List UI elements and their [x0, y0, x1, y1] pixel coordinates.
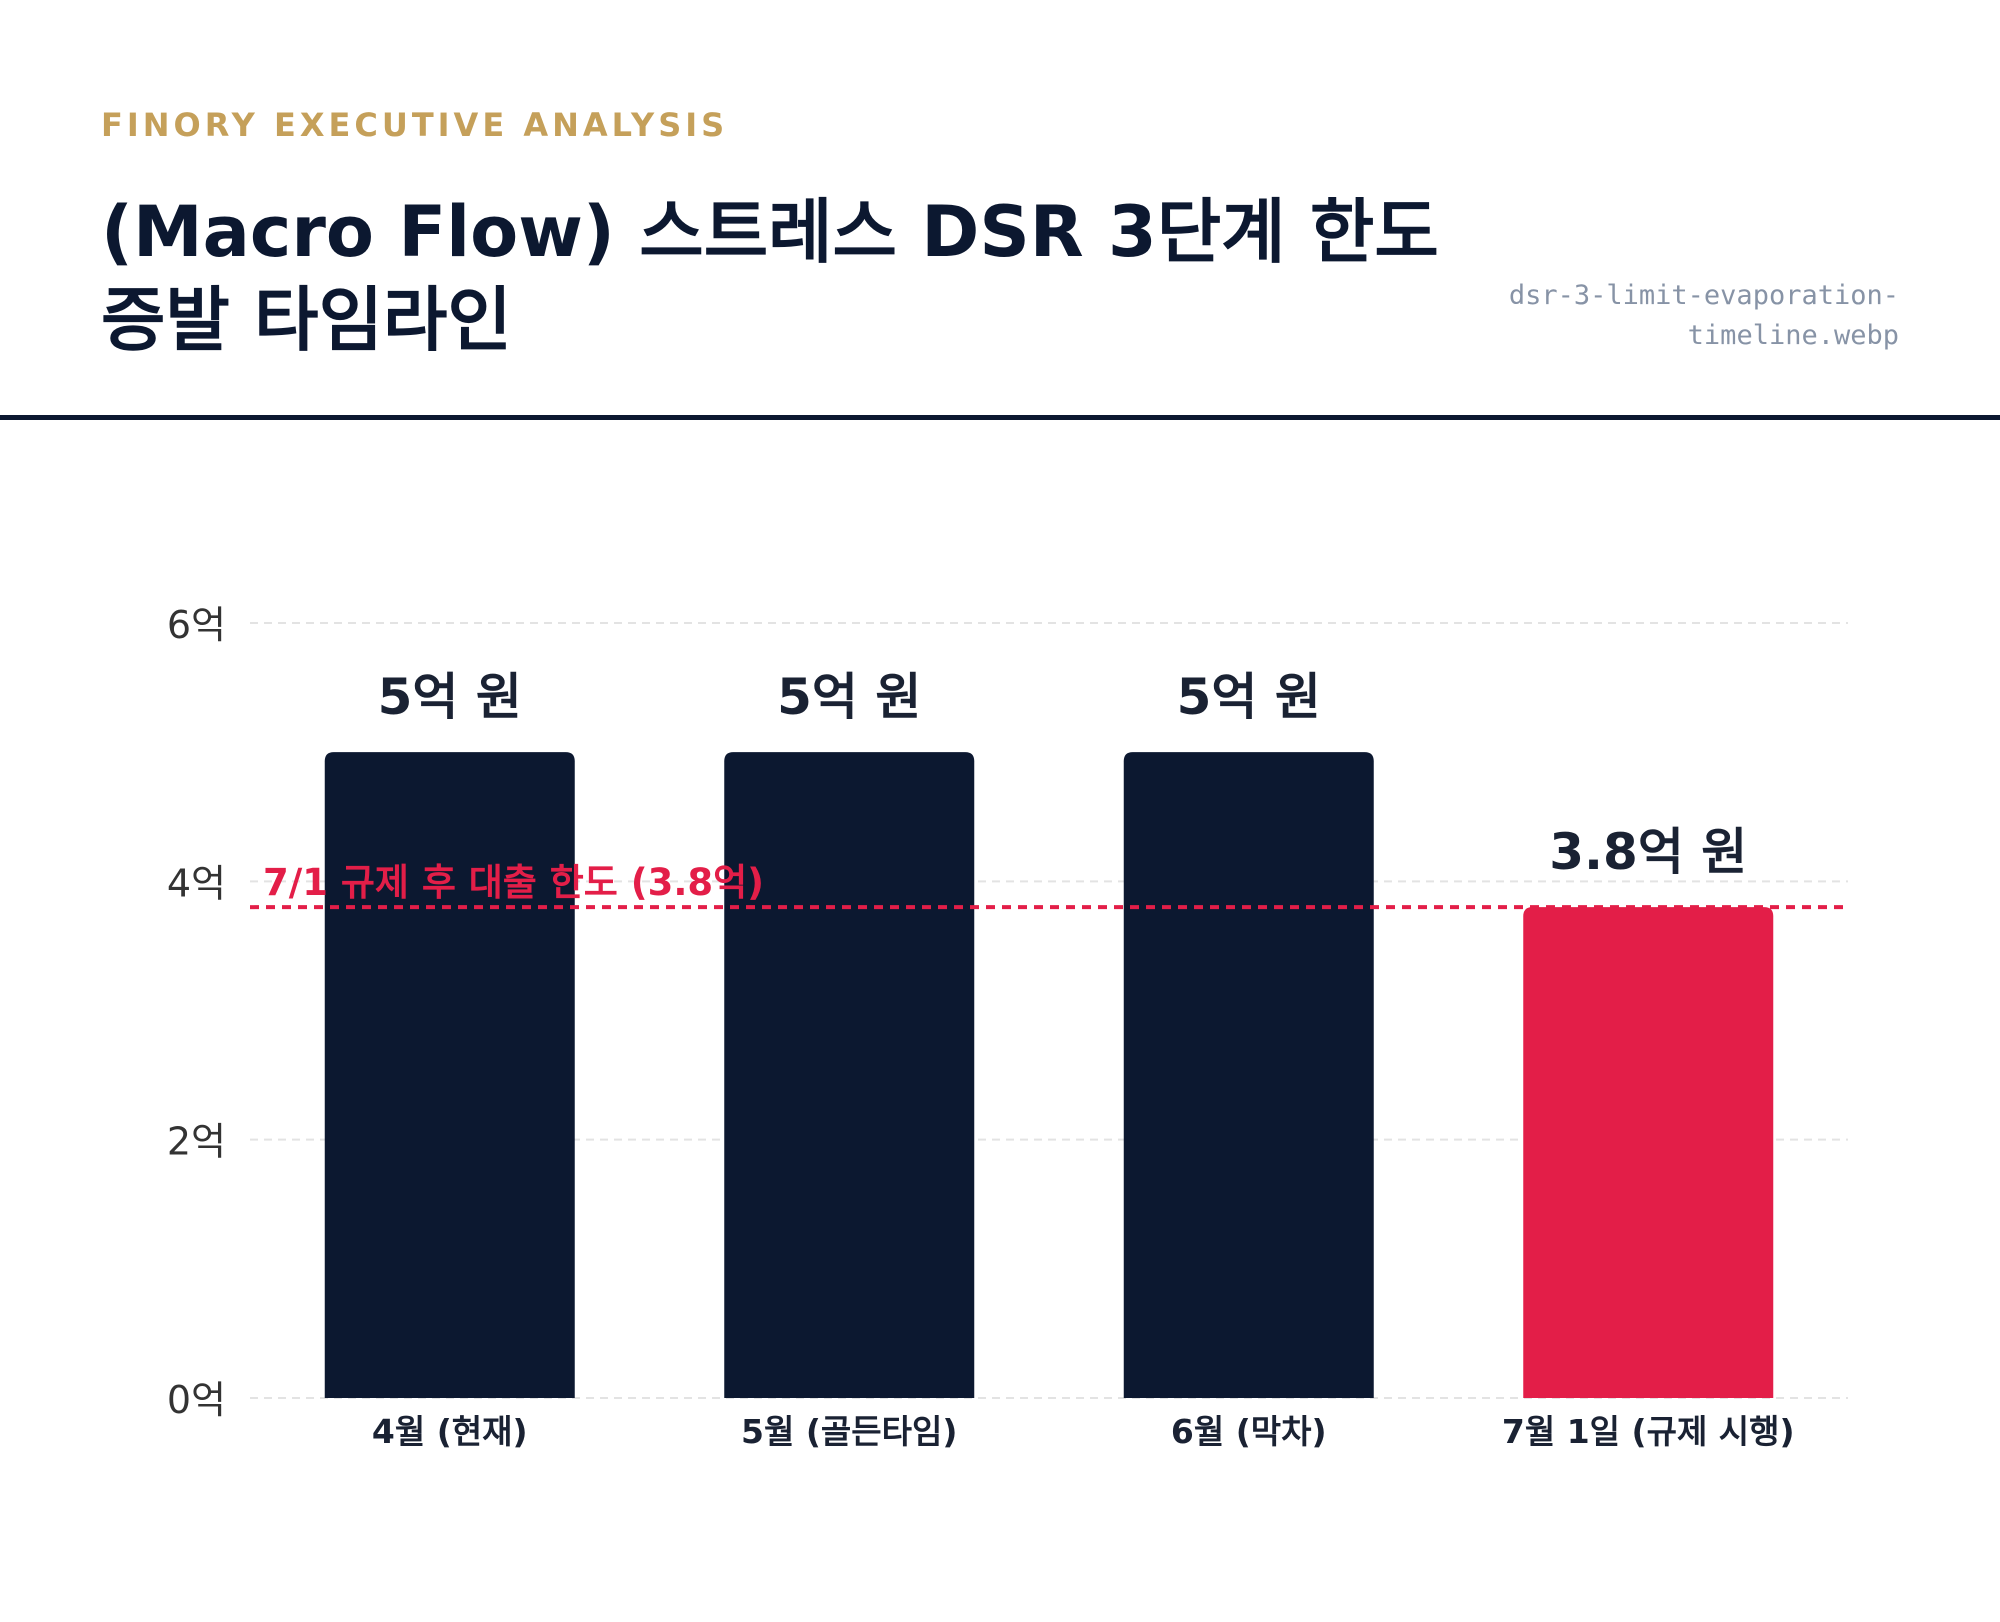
x-tick-label: 5월 (골든타임): [741, 1412, 957, 1451]
y-tick-label: 2억: [167, 1120, 226, 1164]
bar: [1123, 752, 1374, 1398]
header-divider: [0, 415, 2000, 420]
data-label: 5억 원: [777, 668, 921, 726]
kicker-label: FINORY EXECUTIVE ANALYSIS: [101, 106, 729, 144]
x-tick-label: 6월 (막차): [1171, 1412, 1327, 1451]
data-label: 3.8억 원: [1549, 823, 1747, 881]
page-title: (Macro Flow) 스트레스 DSR 3단계 한도 증발 타임라인: [101, 191, 1439, 361]
reference-line-label: 7/1 규제 후 대출 한도 (3.8억): [263, 861, 764, 904]
bars: [324, 752, 1774, 1398]
y-axis-ticks: 0억 2억 4억 6억: [167, 603, 226, 1422]
y-tick-label: 6억: [167, 603, 226, 647]
data-label: 5억 원: [1177, 668, 1321, 726]
bar: [1523, 907, 1774, 1398]
x-tick-label: 7월 1일 (규제 시행): [1502, 1412, 1795, 1451]
x-tick-label: 4월 (현재): [372, 1412, 528, 1451]
file-name-label: dsr-3-limit-evaporation-timeline.webp: [1508, 280, 1899, 351]
bar: [324, 752, 575, 1398]
bar: [724, 752, 975, 1398]
data-label: 5억 원: [378, 668, 522, 726]
y-tick-label: 4억: [167, 861, 226, 905]
y-tick-label: 0억: [167, 1378, 226, 1422]
reference-line-group: 7/1 규제 후 대출 한도 (3.8억): [250, 861, 1848, 910]
value-labels: 5억 원 5억 원 5억 원 3.8억 원: [378, 668, 1748, 881]
x-axis-ticks: 4월 (현재) 5월 (골든타임) 6월 (막차) 7월 1일 (규제 시행): [372, 1412, 1795, 1451]
